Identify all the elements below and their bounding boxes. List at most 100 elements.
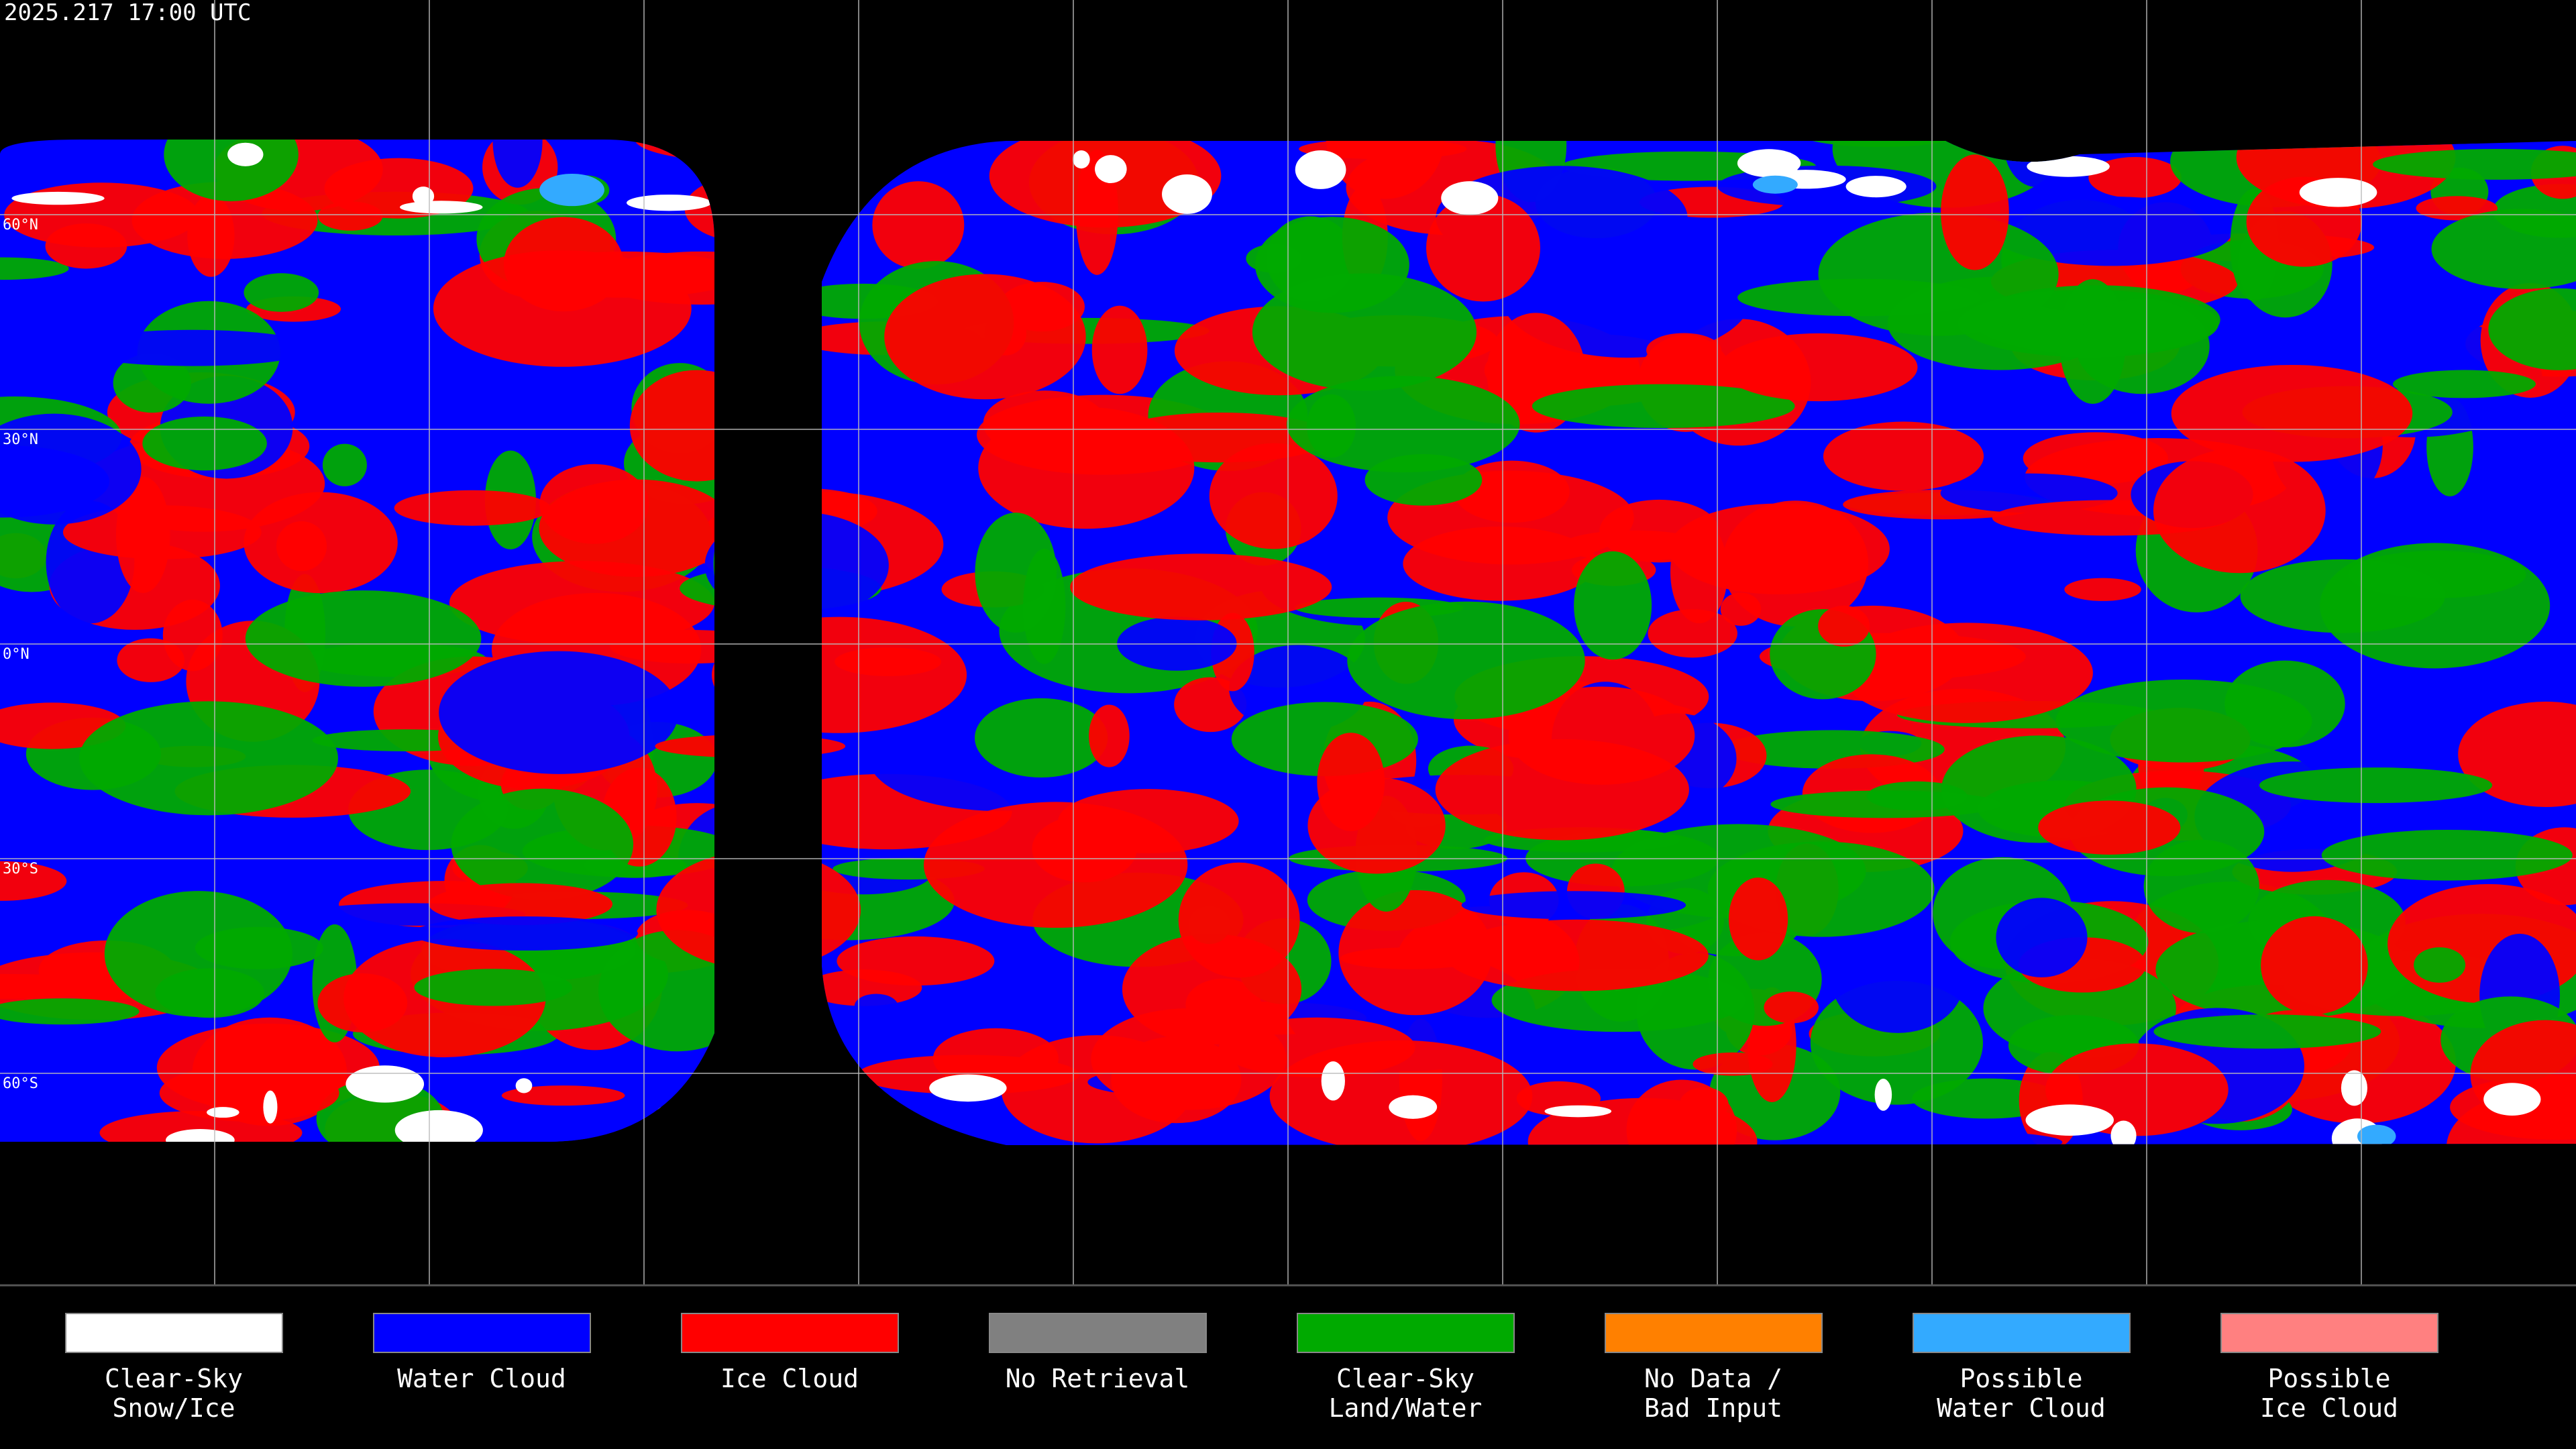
cloud-patch	[1307, 777, 1446, 874]
polar-patch	[2299, 178, 2377, 207]
cloud-patch	[2076, 299, 2210, 394]
cloud-patch	[1646, 333, 1722, 368]
cloud-patch	[924, 802, 1188, 928]
polar-patch	[1389, 1095, 1438, 1119]
cloud-patch	[429, 883, 613, 926]
cloud-patch	[244, 492, 398, 594]
cloud-patch	[2446, 1091, 2576, 1145]
cloud-patch	[1178, 862, 1300, 978]
legend-swatch	[373, 1313, 591, 1353]
cloud-patch	[2373, 149, 2576, 180]
cloud-patch	[872, 181, 965, 269]
cloud-patch	[1941, 154, 2009, 270]
cloud-patch	[1209, 443, 1338, 549]
polar-patch	[1162, 174, 1212, 214]
cloud-patch	[439, 651, 679, 774]
cloud-patch	[414, 969, 572, 1006]
cloud-patch	[1841, 623, 2093, 723]
cloud-patch	[412, 916, 638, 951]
polar-patch	[11, 191, 105, 205]
polar-patch	[1073, 150, 1090, 169]
cloud-patch	[1720, 333, 1918, 402]
cloud-patch	[1445, 919, 1709, 991]
cloud-patch	[1866, 781, 1968, 811]
cloud-patch	[975, 513, 1057, 633]
polar-patch	[2110, 1120, 2137, 1145]
cloud-patch	[1818, 212, 2059, 336]
cloud-patch	[507, 251, 743, 298]
cloud-patch	[1648, 609, 1737, 658]
cloud-patch	[162, 599, 223, 672]
polar-patch	[1544, 1105, 1612, 1118]
latitude-labels: 60°N 30°N 0°N 30°S 60°S	[3, 217, 38, 1092]
polar-patch	[539, 173, 604, 207]
cloud-patch	[1326, 140, 1445, 199]
cloud-patch	[69, 329, 316, 366]
legend-label: Ice Cloud	[2260, 1393, 2398, 1423]
cloud-patch	[2431, 209, 2576, 289]
polar-patch	[263, 1090, 278, 1124]
cloud-patch	[884, 274, 1086, 400]
cloud-patch	[2055, 679, 2312, 763]
cloud-patch	[2348, 550, 2526, 598]
cloud-patch	[1426, 194, 1540, 302]
latitude-label: 0°N	[3, 646, 30, 663]
polar-patch	[515, 1078, 533, 1093]
polar-patch	[1295, 150, 1346, 189]
cloud-patch	[1250, 140, 1316, 227]
legend-label: Possible	[2267, 1364, 2390, 1393]
polar-patch	[1441, 181, 1499, 215]
cloud-patch	[1347, 601, 1585, 720]
polar-patch	[2027, 156, 2110, 177]
cloud-patch	[1532, 384, 1795, 429]
legend-label: No Retrieval	[1006, 1364, 1190, 1393]
legend-label: Snow/Ice	[112, 1393, 235, 1423]
cloud-patch	[1255, 217, 1409, 313]
latitude-label: 60°S	[3, 1075, 38, 1092]
graticule	[0, 0, 2576, 1285]
cloud-patch	[1299, 140, 1467, 160]
cloud-patch	[2414, 947, 2466, 983]
cloud-patch	[975, 698, 1108, 777]
cloud-patch	[501, 1085, 625, 1106]
legend-label: Water Cloud	[1937, 1393, 2106, 1423]
legend-swatch	[2220, 1313, 2438, 1353]
legend-swatch	[681, 1313, 899, 1353]
polar-patch	[394, 1110, 483, 1145]
cloud-patch	[492, 140, 543, 188]
cloud-patch	[2393, 370, 2536, 398]
legend-swatch	[1913, 1313, 2131, 1353]
cloud-patch	[1818, 605, 1870, 647]
cloud-patch	[854, 994, 898, 1019]
cloud-patch	[2153, 1014, 2381, 1049]
polar-patch	[400, 201, 483, 214]
legend-label: No Data /	[1644, 1364, 1782, 1393]
polar-patch	[227, 142, 264, 166]
polar-patch	[929, 1074, 1007, 1102]
cloud-patch	[322, 443, 367, 486]
cloud-patch	[1508, 686, 1695, 785]
cloud-patch	[1828, 1130, 2063, 1145]
cloud-patch	[1527, 1097, 1758, 1145]
cloud-patch	[0, 998, 140, 1025]
polar-patch	[207, 1107, 239, 1118]
legend-swatch	[1297, 1313, 1515, 1353]
cloud-patch	[79, 701, 338, 816]
cloud-patch	[2261, 916, 2368, 1015]
polar-patch	[627, 195, 712, 211]
polar-patch	[166, 1129, 235, 1145]
legend-label: Possible	[1960, 1364, 2082, 1393]
timestamp: 2025.217 17:00 UTC	[4, 0, 251, 26]
legend-label: Bad Input	[1644, 1393, 1782, 1423]
cloud-patch	[0, 861, 67, 901]
cloud-patch	[2038, 800, 2181, 855]
cloud-patch	[2458, 701, 2576, 807]
polar-patch	[2025, 1104, 2114, 1136]
cloud-patch	[1091, 305, 1148, 394]
legend-label: Water Cloud	[397, 1364, 566, 1393]
polar-patch	[1845, 176, 1907, 198]
cloud-patch	[1823, 421, 1984, 491]
cloud-patch	[159, 1064, 339, 1122]
